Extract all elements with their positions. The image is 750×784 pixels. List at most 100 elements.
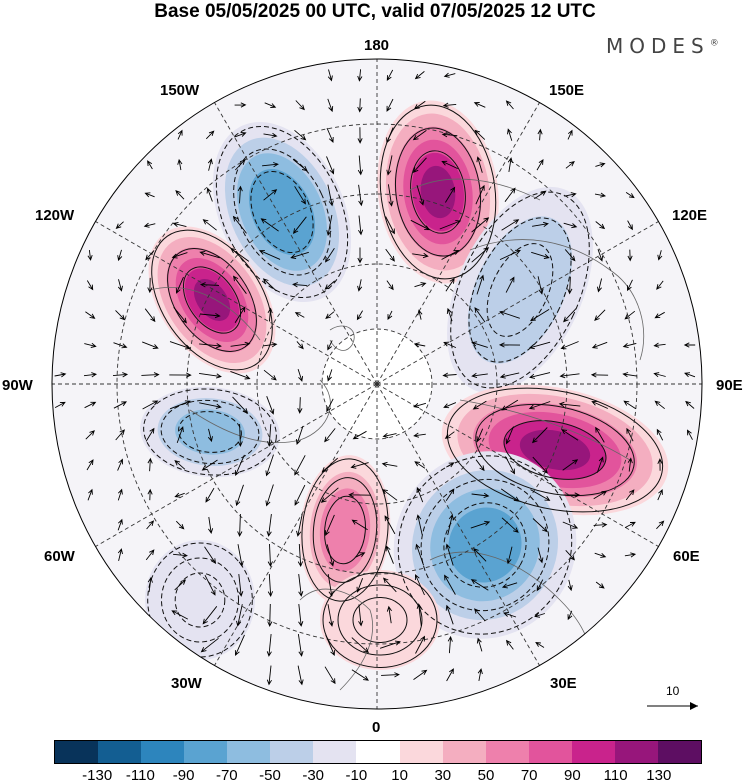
wind-arrow	[535, 641, 545, 648]
wind-arrow	[473, 102, 486, 108]
colorbar-segment	[227, 741, 271, 763]
meridian-line	[211, 383, 378, 671]
wind-arrow	[505, 100, 514, 110]
wind-arrow	[439, 220, 462, 230]
wind-arrow	[594, 552, 607, 558]
wind-arrow	[476, 274, 485, 295]
wind-arrow	[562, 521, 579, 529]
wind-arrow	[296, 341, 304, 350]
wind-arrow	[175, 190, 185, 200]
wind-arrow	[292, 282, 307, 288]
wind-arrow	[536, 159, 544, 171]
contour-line	[250, 170, 314, 254]
wind-arrow	[86, 459, 94, 471]
wind-arrow	[384, 515, 396, 535]
wind-arrow	[171, 610, 189, 620]
wind-arrow	[113, 401, 127, 409]
wind-arrow	[474, 608, 486, 622]
colorbar-segment	[55, 741, 99, 763]
wind-arrow	[356, 310, 363, 321]
colorbar-segment	[485, 741, 529, 763]
contour-line	[143, 388, 277, 476]
wind-arrow	[501, 399, 519, 411]
wind-arrow	[169, 341, 191, 350]
wind-arrow	[381, 461, 398, 467]
wind-arrow	[266, 396, 275, 415]
wind-arrow	[207, 428, 213, 443]
wind-arrow	[356, 578, 364, 593]
wind-arrow	[537, 547, 544, 564]
wind-arrow	[412, 252, 429, 259]
wind-arrow	[534, 190, 547, 200]
wind-arrow	[445, 277, 455, 292]
wind-arrow	[386, 155, 393, 176]
wind-arrow	[87, 488, 93, 501]
anomaly-pos-150E	[377, 100, 499, 284]
wind-arrow	[236, 604, 243, 627]
wind-arrow	[144, 308, 156, 323]
lon-label-60w: 60W	[44, 548, 75, 565]
wind-arrow	[147, 457, 153, 472]
wind-arrow	[147, 488, 153, 501]
wind-arrow	[327, 98, 334, 113]
reference-vector-label: 10	[666, 684, 680, 698]
wind-arrow	[235, 484, 244, 507]
lon-label-60e: 60E	[673, 548, 700, 565]
wind-arrow	[385, 248, 395, 262]
wind-arrow	[596, 456, 604, 473]
wind-arrow	[145, 549, 155, 561]
wind-arrow	[386, 127, 394, 144]
anomaly-neg-100W	[140, 386, 280, 478]
wind-arrow	[324, 280, 335, 290]
wind-arrow	[657, 488, 663, 501]
wind-arrow	[563, 222, 578, 229]
wind-arrow	[321, 457, 339, 473]
lon-label-120e: 120E	[672, 207, 708, 224]
wind-arrow	[147, 576, 153, 593]
wind-arrow	[505, 276, 515, 293]
wind-arrow	[294, 484, 306, 506]
wind-arrow	[563, 308, 577, 323]
wind-arrow	[471, 341, 488, 348]
colorbar-segment	[399, 741, 443, 763]
contour-pos-10E	[322, 572, 438, 668]
brand-mark: ®	[709, 38, 719, 49]
anomaly-level	[420, 165, 456, 219]
wind-arrow	[352, 430, 367, 440]
colorbar-segment	[98, 741, 142, 763]
wind-arrow	[657, 250, 663, 261]
wind-arrow	[357, 247, 363, 264]
contour-line	[182, 266, 242, 334]
wind-arrow	[567, 610, 573, 621]
wind-arrow	[501, 582, 518, 589]
wind-arrow	[382, 577, 397, 593]
contour-line	[301, 458, 389, 602]
wind-arrow	[145, 250, 155, 261]
wind-arrow	[326, 127, 334, 143]
contour-line	[379, 104, 497, 280]
wind-arrow	[385, 545, 394, 564]
meridian-line	[376, 383, 543, 671]
graticule	[52, 59, 702, 709]
wind-arrow	[237, 513, 243, 538]
wind-arrow	[386, 69, 394, 82]
wind-arrow	[591, 341, 608, 349]
colorbar-segment	[141, 741, 185, 763]
wind-arrow	[501, 219, 520, 231]
wind-arrow	[357, 155, 364, 176]
wind-arrow	[232, 215, 247, 234]
wind-arrow	[596, 278, 603, 293]
lon-label-30w: 30W	[171, 675, 202, 692]
wind-arrow	[387, 310, 393, 321]
contour-line	[233, 148, 331, 276]
colorbar-tick-label: -70	[215, 767, 238, 784]
wind-arrow	[325, 311, 335, 319]
colorbar-segment	[614, 741, 658, 763]
brand-name: MODES	[606, 34, 710, 58]
wind-arrow	[298, 604, 304, 627]
wind-arrow	[234, 132, 247, 138]
wind-arrow	[174, 579, 187, 591]
wind-arrow	[144, 192, 155, 198]
wind-arrow	[266, 665, 272, 686]
wind-arrow	[413, 402, 427, 408]
